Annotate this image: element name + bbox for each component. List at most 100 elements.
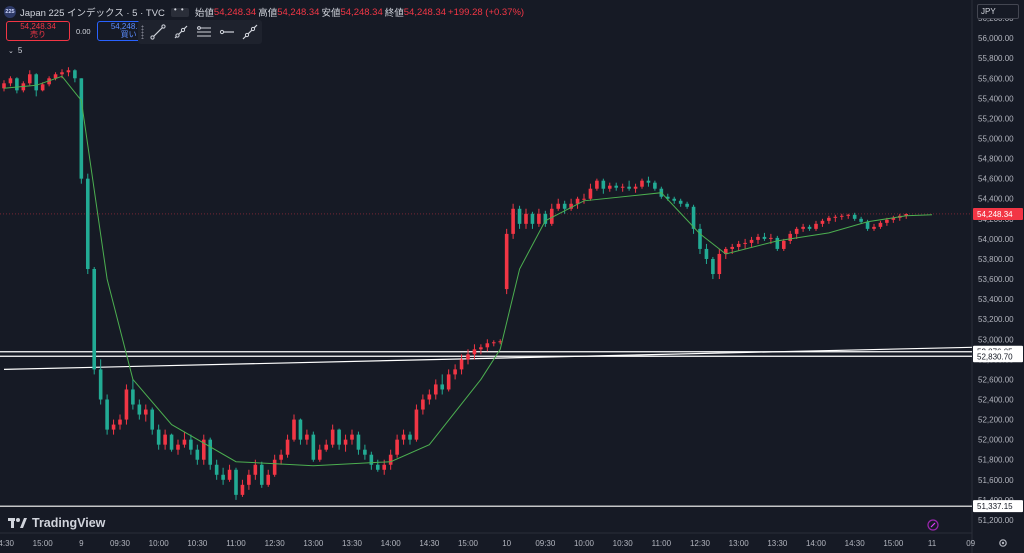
candle xyxy=(85,173,90,275)
price-tick-label: 53,200.00 xyxy=(978,315,1014,324)
time-axis[interactable]: 14:30 15:00 9 09:30 10:00 10:30 11:00 12:30 13:0… xyxy=(0,539,1007,548)
price-tick-label: 56,000.00 xyxy=(978,34,1014,43)
candle-body xyxy=(169,434,174,450)
candle xyxy=(672,196,677,204)
candle xyxy=(427,389,432,405)
candle-body xyxy=(511,208,515,234)
symbol-badge: 225 xyxy=(4,6,16,18)
trend-line-icon[interactable] xyxy=(149,24,166,40)
buy-price: 54,248.34 xyxy=(110,22,147,31)
candle-body xyxy=(234,469,238,495)
price-tick-label: 51,600.00 xyxy=(978,476,1014,485)
candle-body xyxy=(73,70,77,79)
candle xyxy=(691,204,696,234)
candle xyxy=(814,220,818,231)
candle xyxy=(859,216,863,224)
candle xyxy=(575,196,580,209)
sell-button[interactable]: 54,248.34 売り xyxy=(6,21,70,41)
candle xyxy=(762,232,767,241)
candle-body xyxy=(150,409,155,430)
candle-body xyxy=(794,228,799,234)
price-tick-label: 54,000.00 xyxy=(978,235,1014,244)
candle xyxy=(330,424,335,448)
candle-body xyxy=(872,226,876,229)
time-tick-label: 11 xyxy=(928,539,937,548)
chart-gridlines xyxy=(0,0,973,553)
time-tick-label: 10:30 xyxy=(187,539,208,548)
candle xyxy=(201,434,206,465)
candle-body xyxy=(156,429,161,445)
currency-selector[interactable]: JPY xyxy=(977,4,1019,19)
candle-body xyxy=(646,180,651,183)
candle xyxy=(298,418,303,445)
candle-body xyxy=(40,84,45,91)
indicator-tag[interactable]: ⌄ 5 xyxy=(8,46,22,55)
candle xyxy=(607,182,612,192)
candle xyxy=(440,374,445,395)
candle-body xyxy=(859,218,863,222)
price-tick-label: 52,600.00 xyxy=(978,375,1014,384)
extended-line-icon[interactable] xyxy=(242,24,258,40)
candle xyxy=(279,449,283,465)
horizontal-ray-icon[interactable] xyxy=(219,24,235,40)
candle-body xyxy=(272,459,277,475)
candle-body xyxy=(762,236,767,239)
candle-body xyxy=(356,434,361,450)
candle xyxy=(66,67,71,77)
time-tick-label: 10:00 xyxy=(149,539,170,548)
candle-body xyxy=(466,354,470,360)
more-dots-icon[interactable] xyxy=(170,5,189,17)
candle-body xyxy=(53,74,58,79)
candle-body xyxy=(769,237,773,239)
time-tick-label: 14:00 xyxy=(806,539,827,548)
candle xyxy=(562,200,567,214)
candle xyxy=(614,182,619,191)
sloped-trend-line xyxy=(3,346,973,370)
close-value: 54,248.34 xyxy=(403,6,447,18)
candle xyxy=(343,434,348,452)
time-tick-label: 11:00 xyxy=(226,539,246,548)
candle xyxy=(15,77,19,94)
candle-body xyxy=(472,349,477,355)
candle xyxy=(491,340,496,347)
symbol-title[interactable]: Japan 225 インデックス · 5 · TVC xyxy=(20,8,165,19)
candle xyxy=(350,429,354,445)
candle-body xyxy=(704,248,709,259)
line3-price-tag: 51,337.15 xyxy=(973,500,1023,513)
candle xyxy=(356,431,361,455)
candle xyxy=(221,467,225,485)
candle xyxy=(317,444,322,462)
candle-body xyxy=(537,213,541,224)
candle-body xyxy=(350,434,354,440)
candle xyxy=(414,404,419,442)
time-tick-label: 15:00 xyxy=(458,539,479,548)
candle xyxy=(517,205,522,229)
low-value: 54,248.34 xyxy=(340,6,383,18)
change-value: +199.28 (+0.37%) xyxy=(448,6,525,18)
horizontal-lines[interactable] xyxy=(0,213,973,507)
parallel-channel-icon[interactable] xyxy=(196,24,212,40)
candle xyxy=(646,176,651,187)
candle-body xyxy=(292,419,296,440)
candle-body xyxy=(27,74,32,84)
candle-body xyxy=(820,220,825,224)
candle-body xyxy=(807,226,812,229)
candle xyxy=(640,178,644,189)
candle xyxy=(704,243,709,264)
candle-body xyxy=(498,341,503,343)
price-axis[interactable]: 56,200.0056,000.0055,800.0055,600.0055,4… xyxy=(978,14,1014,525)
high-value: 54,248.34 xyxy=(277,6,320,18)
price-tick-label: 53,800.00 xyxy=(978,255,1014,264)
candle xyxy=(839,213,844,220)
chevron-down-icon[interactable]: ⌄ xyxy=(8,47,14,55)
candle-body xyxy=(279,454,283,460)
candle-body xyxy=(691,206,696,229)
candle xyxy=(363,444,367,460)
candle-body xyxy=(98,369,103,400)
candle-body xyxy=(408,434,412,440)
ray-icon[interactable] xyxy=(173,24,189,40)
candle-body xyxy=(743,242,747,244)
candle xyxy=(272,454,277,477)
candle-body xyxy=(298,419,303,440)
